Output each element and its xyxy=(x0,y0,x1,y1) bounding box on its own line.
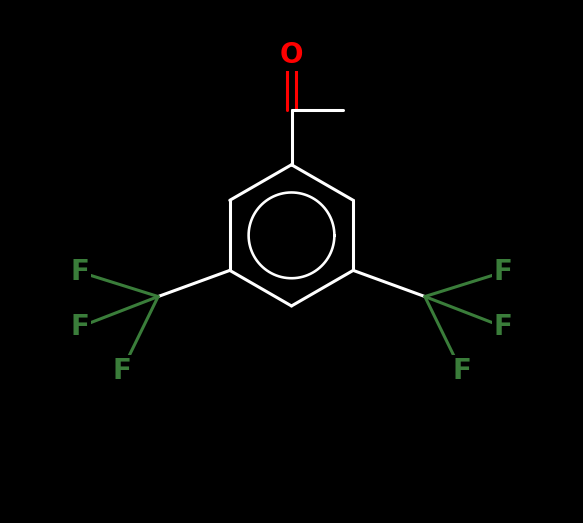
Text: F: F xyxy=(494,313,513,341)
Text: O: O xyxy=(280,41,303,69)
Text: F: F xyxy=(494,258,513,286)
Text: F: F xyxy=(112,357,131,385)
Text: F: F xyxy=(452,357,471,385)
Text: F: F xyxy=(70,258,89,286)
Text: F: F xyxy=(70,313,89,341)
